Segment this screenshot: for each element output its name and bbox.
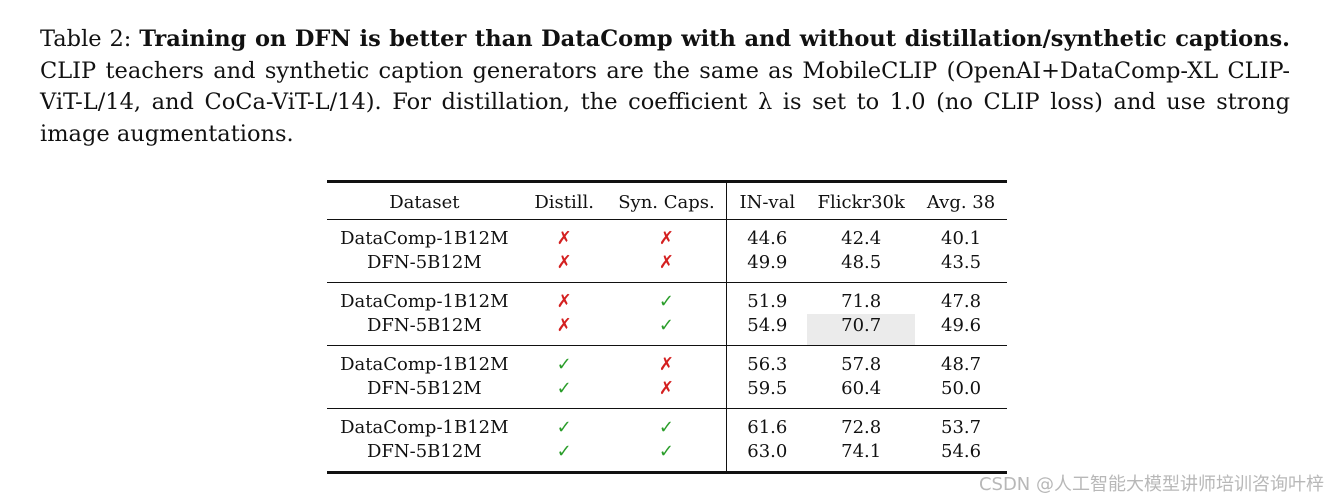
table-body: DataComp-1B12M ✗ ✗ 44.6 42.4 40.1 DFN-5B12M ✗ ✗ 4… <box>327 219 1007 473</box>
cell-distill: ✗ <box>556 291 572 312</box>
cell-dataset: DFN-5B12M <box>366 378 482 399</box>
table-row: DFN-5B12M ✗ ✗ 49.9 48.5 43.5 <box>327 251 1007 283</box>
table-row: DFN-5B12M ✗ ✓ 54.9 70.7 49.6 <box>327 314 1007 346</box>
cell-dataset: DataComp-1B12M <box>340 417 509 438</box>
cell-flickr30k: 48.5 <box>841 252 882 273</box>
cell-flickr30k: 42.4 <box>841 228 882 249</box>
cell-avg38: 47.8 <box>941 291 982 312</box>
cell-flickr30k: 70.7 <box>807 314 916 346</box>
cell-syn-caps: ✓ <box>658 417 675 438</box>
cell-syn-caps: ✗ <box>658 354 675 375</box>
table-caption: Table 2: Training on DFN is better than … <box>40 24 1290 150</box>
cell-in-val: 63.0 <box>726 440 808 473</box>
cell-syn-caps: ✓ <box>658 441 675 462</box>
table-row: DFN-5B12M ✓ ✗ 59.5 60.4 50.0 <box>327 377 1007 409</box>
cell-flickr30k: 71.8 <box>841 291 882 312</box>
cell-syn-caps: ✗ <box>658 228 675 249</box>
cell-avg38: 49.6 <box>941 315 982 336</box>
caption-bold: Training on DFN is better than DataComp … <box>139 26 1291 52</box>
results-table-container: Dataset Distill. Syn. Caps. IN-val Flick… <box>327 180 1007 474</box>
cell-in-val: 59.5 <box>726 377 808 409</box>
cell-syn-caps: ✓ <box>658 315 675 336</box>
cell-flickr30k: 60.4 <box>841 378 882 399</box>
caption-label: Table 2: <box>40 26 132 52</box>
cell-flickr30k: 57.8 <box>841 354 882 375</box>
table-header-row: Dataset Distill. Syn. Caps. IN-val Flick… <box>327 181 1007 220</box>
cell-distill: ✓ <box>556 417 572 438</box>
results-table: Dataset Distill. Syn. Caps. IN-val Flick… <box>327 180 1007 474</box>
cell-dataset: DFN-5B12M <box>366 252 482 273</box>
cell-distill: ✗ <box>556 315 572 336</box>
cell-avg38: 48.7 <box>941 354 982 375</box>
cell-flickr30k: 72.8 <box>841 417 882 438</box>
header-flickr30k: Flickr30k <box>817 191 905 213</box>
cell-syn-caps: ✗ <box>658 378 675 399</box>
cell-in-val: 44.6 <box>726 219 808 251</box>
table-row: DataComp-1B12M ✓ ✓ 61.6 72.8 53.7 <box>327 408 1007 440</box>
header-in-val: IN-val <box>726 181 808 220</box>
header-avg38: Avg. 38 <box>926 191 996 213</box>
table-row: DataComp-1B12M ✗ ✗ 44.6 42.4 40.1 <box>327 219 1007 251</box>
cell-dataset: DFN-5B12M <box>366 441 482 462</box>
cell-in-val: 56.3 <box>726 345 808 377</box>
table-row: DataComp-1B12M ✗ ✓ 51.9 71.8 47.8 <box>327 282 1007 314</box>
cell-distill: ✗ <box>556 252 572 273</box>
cell-syn-caps: ✗ <box>658 252 675 273</box>
cell-flickr30k: 74.1 <box>841 441 882 462</box>
cell-avg38: 50.0 <box>941 378 982 399</box>
cell-in-val: 61.6 <box>726 408 808 440</box>
cell-in-val: 49.9 <box>726 251 808 283</box>
table-row: DFN-5B12M ✓ ✓ 63.0 74.1 54.6 <box>327 440 1007 473</box>
cell-dataset: DataComp-1B12M <box>340 228 509 249</box>
table-row: DataComp-1B12M ✓ ✗ 56.3 57.8 48.7 <box>327 345 1007 377</box>
cell-syn-caps: ✓ <box>658 291 675 312</box>
cell-avg38: 43.5 <box>941 252 982 273</box>
cell-in-val: 51.9 <box>726 282 808 314</box>
cell-dataset: DataComp-1B12M <box>340 354 509 375</box>
cell-distill: ✓ <box>556 354 572 375</box>
cell-avg38: 40.1 <box>941 228 982 249</box>
header-syn-caps: Syn. Caps. <box>618 191 715 213</box>
caption-text: CLIP teachers and synthetic caption gene… <box>40 57 1290 147</box>
cell-distill: ✓ <box>556 441 572 462</box>
cell-distill: ✓ <box>556 378 572 399</box>
cell-dataset: DataComp-1B12M <box>340 291 509 312</box>
cell-distill: ✗ <box>556 228 572 249</box>
header-dataset: Dataset <box>389 191 460 213</box>
header-distill: Distill. <box>534 191 594 213</box>
cell-in-val: 54.9 <box>726 314 808 346</box>
cell-avg38: 53.7 <box>941 417 982 438</box>
cell-dataset: DFN-5B12M <box>366 315 482 336</box>
watermark: CSDN @人工智能大模型讲师培训咨询叶梓 <box>978 474 1324 495</box>
cell-avg38: 54.6 <box>941 441 982 462</box>
